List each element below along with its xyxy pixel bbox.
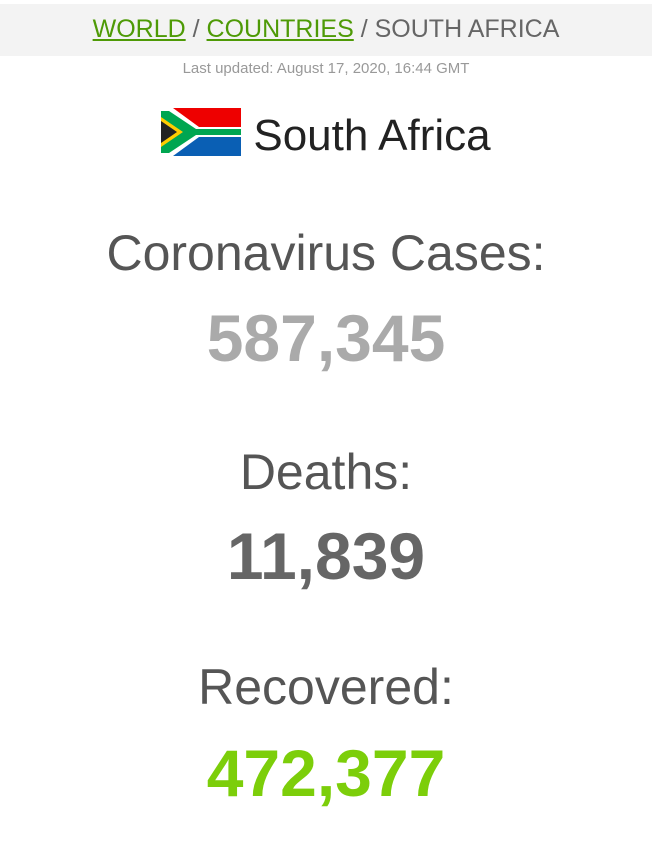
cases-label: Coronavirus Cases: xyxy=(106,225,546,281)
country-heading: South Africa xyxy=(0,108,652,161)
deaths-value: 11,839 xyxy=(226,519,426,593)
breadcrumb: WORLD / COUNTRIES / SOUTH AFRICA xyxy=(0,4,652,56)
cases-value: 587,345 xyxy=(206,301,446,375)
deaths-label: Deaths: xyxy=(239,444,413,500)
breadcrumb-separator: / xyxy=(360,15,368,43)
south-africa-flag-icon xyxy=(161,108,242,156)
last-updated: Last updated: August 17, 2020, 16:44 GMT xyxy=(182,60,470,77)
breadcrumb-countries-link[interactable]: COUNTRIES xyxy=(206,15,354,43)
country-name: South Africa xyxy=(253,111,491,160)
breadcrumb-separator: / xyxy=(192,15,200,43)
recovered-label: Recovered: xyxy=(198,659,454,715)
breadcrumb-world-link[interactable]: WORLD xyxy=(92,15,186,43)
recovered-value: 472,377 xyxy=(206,736,446,810)
breadcrumb-current: SOUTH AFRICA xyxy=(374,15,560,43)
